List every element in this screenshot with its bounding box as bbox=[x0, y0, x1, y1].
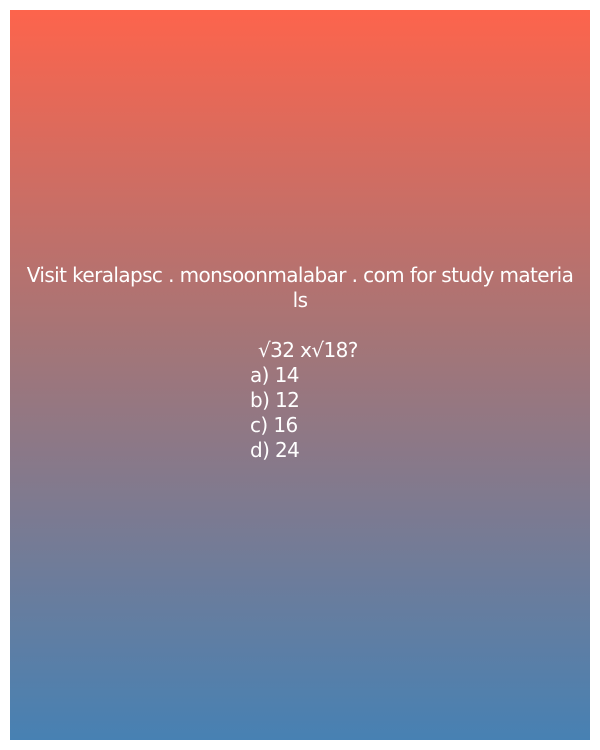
option-b: b) 12 bbox=[250, 388, 300, 412]
promo-line-1: Visit keralapsc . monsoonmalabar . com f… bbox=[26, 263, 574, 287]
promo-line-2: ls bbox=[292, 288, 308, 312]
option-c: c) 16 bbox=[250, 413, 298, 437]
card-content: Visit keralapsc . monsoonmalabar . com f… bbox=[10, 263, 590, 463]
option-a: a) 14 bbox=[250, 363, 299, 387]
quiz-block: √32 x√18? a) 14 b) 12 c) 16 d) 24 bbox=[250, 338, 600, 463]
question-card: Visit keralapsc . monsoonmalabar . com f… bbox=[10, 10, 590, 740]
option-d: d) 24 bbox=[250, 438, 300, 462]
question-text: √32 x√18? bbox=[258, 338, 358, 362]
promo-text: Visit keralapsc . monsoonmalabar . com f… bbox=[10, 263, 590, 313]
